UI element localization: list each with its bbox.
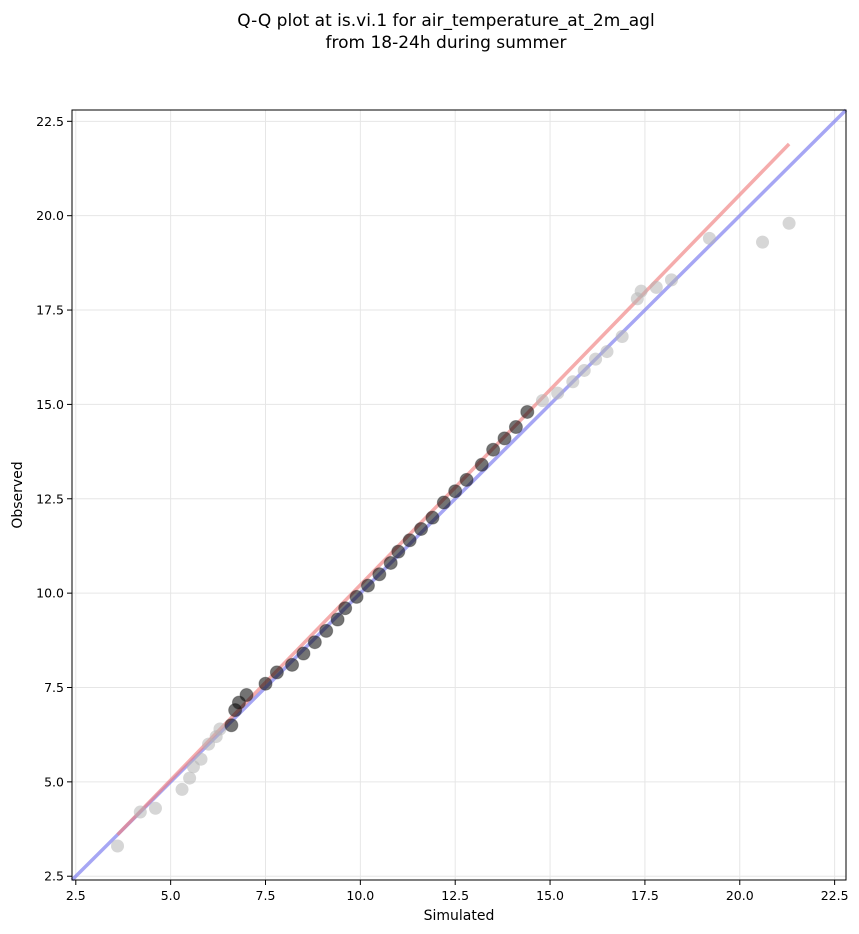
x-tick-label: 15.0 [536,888,564,903]
y-tick-label: 20.0 [36,208,64,223]
data-point [474,457,489,472]
data-point [589,352,603,366]
y-axis-label: Observed [10,461,26,528]
data-point [224,718,239,733]
y-tick-label: 7.5 [44,680,64,695]
data-point [383,555,398,570]
x-tick-label: 22.5 [821,888,849,903]
chart-title-line-1: Q-Q plot at is.vi.1 for air_temperature_… [237,11,654,31]
data-point [269,665,284,680]
data-point [486,442,501,457]
data-points [111,216,796,853]
y-axis-ticks: 2.5 5.0 7.5 10.0 12.5 15.0 17.5 20.0 22.5 [36,114,72,884]
data-point [615,329,629,343]
data-point [600,345,614,359]
data-point [330,612,345,627]
x-tick-label: 10.0 [346,888,374,903]
chart-title-line-2: from 18-24h during summer [326,33,567,53]
x-tick-label: 12.5 [441,888,469,903]
data-point [649,280,663,294]
data-point [148,801,162,815]
data-point [448,484,463,499]
data-point [175,782,189,796]
x-tick-label: 17.5 [631,888,659,903]
x-tick-label: 20.0 [726,888,754,903]
y-tick-label: 12.5 [36,491,64,506]
data-point [664,273,678,287]
data-point [111,839,125,853]
y-tick-label: 15.0 [36,397,64,412]
data-point [307,635,322,650]
data-point [372,567,387,582]
y-tick-label: 5.0 [44,774,64,789]
x-axis-ticks: 2.5 5.0 7.5 10.0 12.5 15.0 17.5 20.0 22.5 [66,880,849,903]
data-point [338,601,353,616]
data-point [436,495,451,510]
data-point [239,688,254,703]
y-tick-label: 2.5 [44,869,64,884]
data-point [577,363,591,377]
grid-lines [72,110,846,880]
data-point [391,544,406,559]
data-point [634,284,648,298]
data-point [194,752,208,766]
data-point [459,472,474,487]
data-point [360,578,375,593]
data-point [414,521,429,536]
plot-frame [71,109,847,881]
data-point [497,431,512,446]
data-point [213,722,227,736]
y-tick-label: 17.5 [36,303,64,318]
y-tick-label: 10.0 [36,586,64,601]
data-point [183,771,197,785]
data-point [319,623,334,638]
data-point [535,394,549,408]
data-point [285,657,300,672]
data-point [349,589,364,604]
data-point [402,533,417,548]
data-point [551,386,565,400]
data-point [756,235,770,249]
x-tick-label: 2.5 [66,888,86,903]
data-point [258,676,273,691]
data-point [782,216,796,230]
x-tick-label: 5.0 [161,888,181,903]
data-point [566,375,580,389]
x-tick-label: 7.5 [256,888,276,903]
x-axis-label: Simulated [424,908,495,924]
data-point [508,420,523,435]
data-point [425,510,440,525]
data-point [296,646,311,661]
data-point [133,805,147,819]
data-point [520,404,535,419]
data-point [702,231,716,245]
y-tick-label: 22.5 [36,114,64,129]
